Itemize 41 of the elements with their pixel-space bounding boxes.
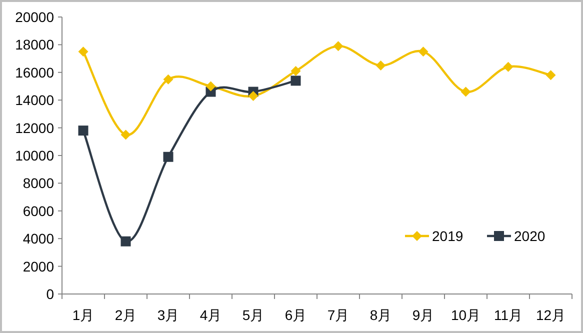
y-tick-label: 10000	[15, 148, 54, 164]
x-tick-label: 12月	[536, 307, 566, 323]
y-tick-label: 4000	[22, 230, 54, 247]
y-tick-label: 8000	[22, 175, 54, 192]
point	[333, 41, 344, 52]
point	[120, 130, 131, 140]
x-tick-label: 3月	[157, 307, 180, 323]
x-tick-label: 8月	[370, 307, 392, 323]
point	[163, 74, 174, 84]
point	[290, 66, 301, 76]
point	[206, 81, 216, 92]
x-tick-label: 5月	[242, 307, 264, 323]
x-tick-label: 2月	[114, 307, 137, 323]
point	[376, 60, 386, 70]
x-tick-label: 1月	[72, 307, 94, 323]
y-tick-label: 16000	[15, 64, 54, 80]
x-tick-label: 4月	[200, 307, 222, 323]
x-tick-label: 7月	[327, 307, 350, 323]
y-tick-label: 6000	[22, 202, 54, 219]
point	[460, 86, 471, 97]
point	[418, 46, 428, 57]
point	[290, 76, 301, 86]
y-tick-label: 2000	[22, 258, 54, 274]
y-tick-label: 14000	[15, 92, 54, 108]
point	[546, 70, 556, 80]
legend-label: 2019	[432, 228, 464, 244]
point	[120, 236, 131, 246]
y-tick-label: 0	[46, 286, 54, 302]
y-tick-label: 12000	[15, 120, 54, 136]
point	[78, 46, 88, 57]
x-tick-label: 11月	[494, 307, 523, 323]
x-tick-label: 9月	[412, 307, 434, 323]
point	[78, 126, 88, 136]
legend-label: 2020	[514, 228, 546, 244]
point	[163, 152, 174, 162]
point	[248, 90, 258, 101]
x-tick-label: 10月	[450, 307, 481, 323]
y-tick-label: 18000	[15, 36, 54, 53]
point	[503, 62, 514, 72]
x-tick-label: 6月	[284, 307, 307, 323]
y-tick-label: 20000	[15, 9, 54, 25]
